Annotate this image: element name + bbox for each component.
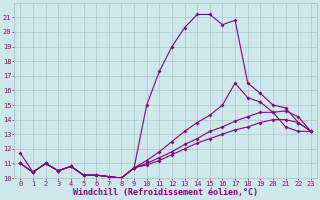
X-axis label: Windchill (Refroidissement éolien,°C): Windchill (Refroidissement éolien,°C) xyxy=(73,188,258,197)
